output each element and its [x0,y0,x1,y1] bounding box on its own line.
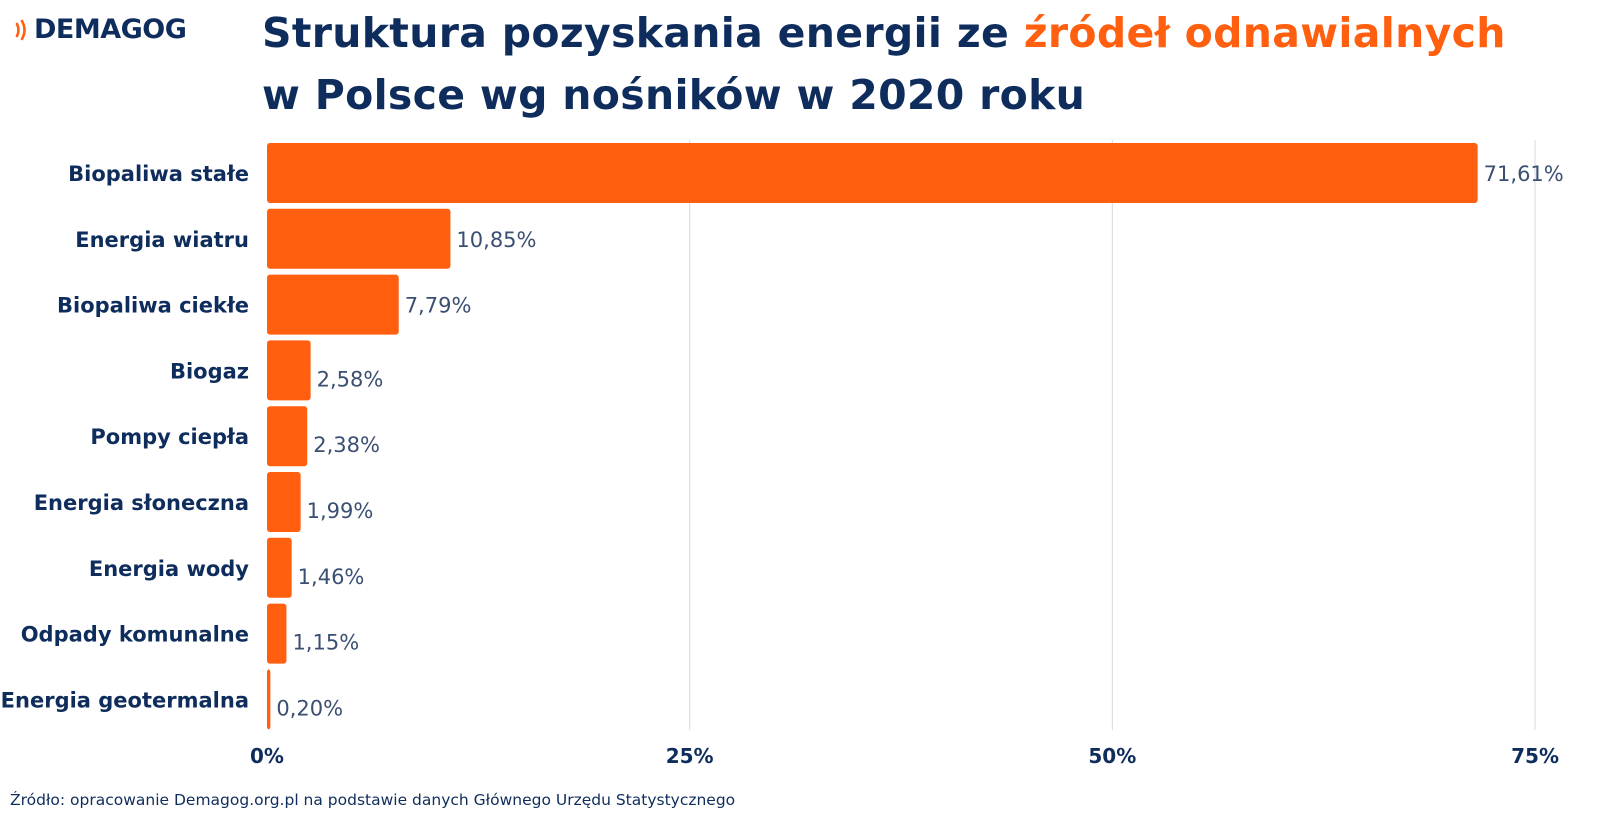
title-line1-text: Struktura pozyskania energii ze [262,9,1024,57]
bar [267,537,292,598]
category-label: Biopaliwa stałe [68,162,249,186]
source-note: Źródło: opracowanie Demagog.org.pl na po… [10,791,736,809]
bar [267,472,301,532]
logo-text: DEMAGOG [34,14,187,45]
x-axis-ticks: 0% 25% 50% 75% [250,744,1559,768]
value-label: 2,38% [313,433,380,457]
value-label: 2,58% [317,367,384,391]
logo: DEMAGOG [15,14,187,45]
bars [267,143,1478,730]
bar [267,603,287,664]
bar [267,208,451,269]
bar [267,669,271,730]
bar [267,340,311,401]
x-tick-label: 0% [250,744,284,768]
category-label: Odpady komunalne [21,623,249,647]
chart-title: Struktura pozyskania energii ze źródeł o… [262,2,1506,126]
category-label: Energia wiatru [75,228,249,252]
value-label: 1,99% [307,499,374,523]
value-labels: 71,61% 10,85% 7,79% 2,58% 2,38% 1,99% 1,46% 1,1… [276,162,1563,720]
x-tick-label: 50% [1088,744,1136,768]
category-label: Energia wody [89,557,249,581]
bar [267,274,399,335]
value-label: 0,20% [276,696,343,720]
value-label: 1,46% [298,565,365,589]
x-tick-label: 75% [1511,744,1559,768]
value-label: 7,79% [405,294,472,318]
gridlines [689,140,1536,730]
title-line2: w Polsce wg nośników w 2020 roku [262,71,1086,119]
category-label: Biopaliwa ciekłe [57,294,249,318]
bar [267,406,308,467]
value-label: 71,61% [1484,162,1564,186]
category-label: Energia słoneczna [34,491,249,515]
category-label: Energia geotermalna [1,688,249,712]
value-label: 1,15% [292,631,359,655]
category-label: Biogaz [170,359,249,383]
signal-waves-icon [15,19,26,40]
category-labels: Biopaliwa stałe Energia wiatru Biopaliwa c… [1,162,250,712]
category-label: Pompy ciepła [90,425,249,449]
title-highlight: źródeł odnawialnych [1023,9,1506,57]
x-tick-label: 25% [666,744,714,768]
bar [267,143,1478,203]
value-label: 10,85% [456,228,536,252]
